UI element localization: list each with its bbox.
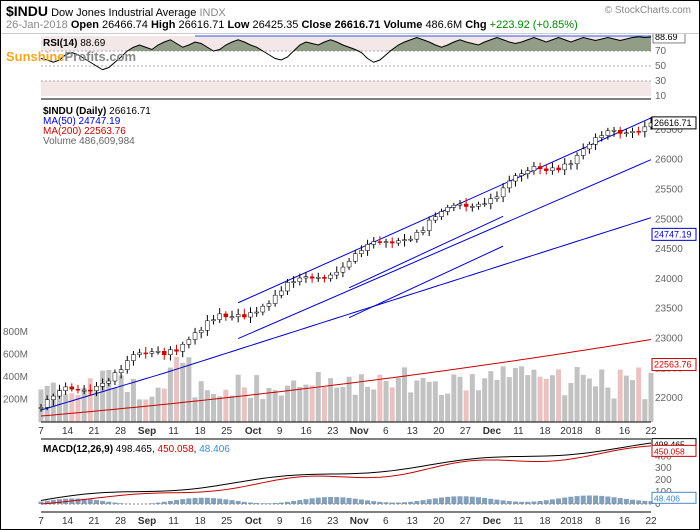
svg-text:16: 16 [619,516,631,526]
svg-text:200: 200 [655,475,672,486]
svg-text:16: 16 [301,516,313,526]
svg-text:26616.71: 26616.71 [654,118,692,128]
svg-text:13: 13 [407,426,419,437]
svg-text:48.406: 48.406 [654,493,680,503]
svg-text:16: 16 [301,426,313,437]
svg-text:18: 18 [539,426,551,437]
svg-text:18: 18 [195,426,207,437]
watermark-b: Profits.com [65,49,137,64]
attribution: © StockCharts.com [605,5,691,16]
svg-text:Dec: Dec [483,516,502,526]
chg-label: Chg [465,19,486,31]
svg-text:21: 21 [88,426,100,437]
high-val: 26616.71 [179,19,225,31]
svg-text:RSI(14) 88.69: RSI(14) 88.69 [43,38,106,49]
svg-text:6: 6 [383,426,389,437]
vol-label: Volume [383,19,422,31]
svg-text:23: 23 [327,426,339,437]
svg-text:50: 50 [655,61,667,72]
svg-text:11: 11 [168,426,179,437]
svg-text:800M: 800M [3,327,28,338]
svg-text:200M: 200M [3,395,28,406]
svg-text:MACD(12,26,9) 498.465, 450.058: MACD(12,26,9) 498.465, 450.058, 48.406 [43,444,230,455]
svg-text:13: 13 [407,516,419,526]
svg-text:70: 70 [655,46,667,57]
svg-text:7: 7 [38,426,44,437]
svg-text:300: 300 [655,463,672,474]
stock-chart: $INDU Dow Jones Industrial Average INDX … [0,0,700,530]
svg-text:25: 25 [221,516,233,526]
svg-text:450.058: 450.058 [654,446,685,456]
svg-text:25000: 25000 [655,214,683,225]
svg-text:Dec: Dec [483,426,502,437]
svg-text:Nov: Nov [350,516,369,526]
chg-val: +223.92 [490,19,530,31]
svg-text:10: 10 [655,91,667,102]
chart-header: $INDU Dow Jones Industrial Average INDX … [1,1,699,34]
svg-text:Oct: Oct [245,516,262,526]
watermark-a: Sunshine [6,49,65,64]
svg-text:25: 25 [221,426,233,437]
svg-text:27: 27 [460,516,472,526]
svg-text:8: 8 [595,516,601,526]
svg-text:6: 6 [383,516,389,526]
svg-text:400M: 400M [3,372,28,383]
vol-val: 486.6M [425,19,462,31]
chart-date: 26-Jan-2018 [6,19,68,31]
svg-text:23000: 23000 [655,334,683,345]
svg-text:14: 14 [62,516,74,526]
watermark: SunshineProfits.com [6,49,136,64]
svg-text:26000: 26000 [655,155,683,166]
svg-text:7: 7 [38,516,44,526]
svg-text:28: 28 [115,516,127,526]
open-label: Open [71,19,99,31]
svg-text:11: 11 [513,516,524,526]
low-label: Low [227,19,249,31]
svg-text:Oct: Oct [245,426,262,437]
svg-text:21: 21 [88,516,100,526]
svg-text:25500: 25500 [655,184,683,195]
index-type: INDX [199,7,225,19]
svg-text:28: 28 [115,426,127,437]
svg-text:18: 18 [539,516,551,526]
svg-text:22: 22 [645,426,657,437]
svg-text:8: 8 [595,426,601,437]
svg-text:11: 11 [513,426,524,437]
svg-text:18: 18 [195,516,207,526]
svg-text:9: 9 [277,426,283,437]
svg-text:27: 27 [460,426,472,437]
svg-text:88.69: 88.69 [655,34,678,42]
chart-svg: 9070503010RSI(14) 88.6988.69 26500260002… [1,34,699,526]
svg-text:600M: 600M [3,350,28,361]
svg-text:24747.19: 24747.19 [654,229,692,239]
close-val: 26616.71 [335,19,381,31]
svg-text:11: 11 [168,516,179,526]
low-val: 26425.35 [253,19,299,31]
svg-text:14: 14 [62,426,74,437]
svg-text:16: 16 [619,426,631,437]
svg-text:Sep: Sep [138,426,156,437]
svg-text:20: 20 [433,516,445,526]
high-label: High [151,19,175,31]
svg-text:24000: 24000 [655,274,683,285]
close-label: Close [301,19,331,31]
ticker-name: Dow Jones Industrial Average [51,7,196,19]
svg-text:20: 20 [433,426,445,437]
svg-text:Nov: Nov [350,426,369,437]
svg-text:24500: 24500 [655,244,683,255]
svg-text:23: 23 [327,516,339,526]
svg-text:2018: 2018 [560,516,583,526]
svg-text:23500: 23500 [655,304,683,315]
svg-text:9: 9 [277,516,283,526]
svg-text:22563.76: 22563.76 [654,360,692,370]
svg-text:30: 30 [655,76,667,87]
svg-text:22: 22 [645,516,657,526]
svg-text:Sep: Sep [138,516,156,526]
svg-text:22000: 22000 [655,393,683,404]
svg-text:Volume 486,609,984: Volume 486,609,984 [43,136,135,147]
ticker-symbol: $INDU [6,3,48,19]
chg-pct: (+0.85%) [533,19,578,31]
svg-text:2018: 2018 [560,426,583,437]
open-val: 26466.74 [102,19,148,31]
